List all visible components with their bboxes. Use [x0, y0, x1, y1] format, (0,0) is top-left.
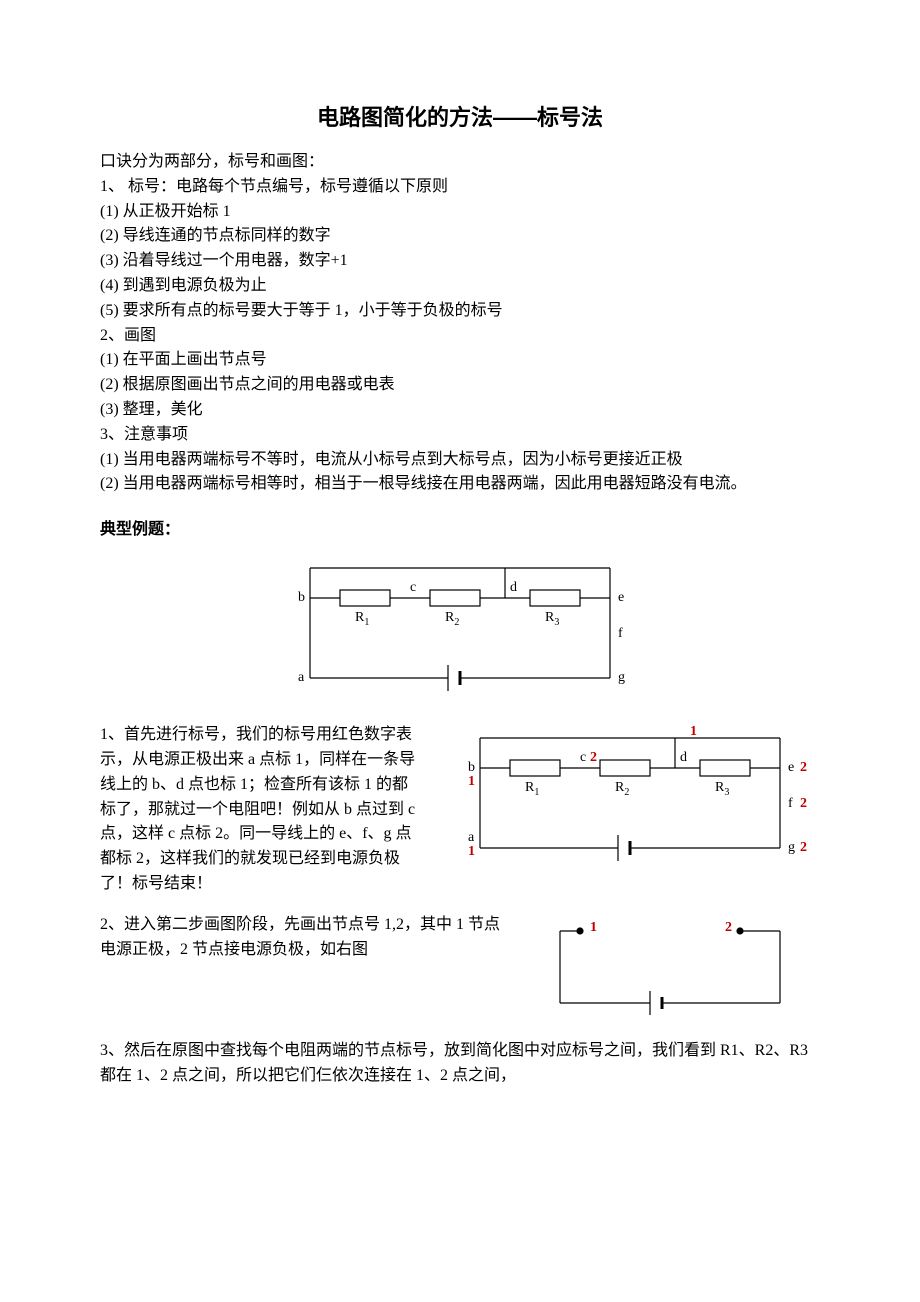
- red-g: 2: [800, 840, 807, 855]
- examples-head: 典型例题：: [100, 515, 820, 539]
- label2-f: f: [788, 796, 793, 811]
- label2-r3: R3: [715, 780, 729, 798]
- label-r1: R1: [355, 610, 369, 628]
- s3-2: (2) 当用电器两端标号相等时，相当于一根导线接在用电器两端，因此用电器短路没有…: [100, 472, 820, 497]
- label2-a: a: [468, 830, 475, 845]
- s1-3: (3) 沿着导线过一个用电器，数字+1: [100, 249, 820, 274]
- label2-e: e: [788, 760, 794, 775]
- diagram-labeled: b c d e f a g R1 R2 R3 1 2 1 2 2 1 2: [440, 723, 820, 873]
- red-f: 2: [800, 796, 807, 811]
- page: 电路图简化的方法——标号法 口诀分为两部分，标号和画图： 1、 标号：电路每个节…: [0, 0, 920, 1148]
- s1-head: 1、 标号：电路每个节点编号，标号遵循以下原则: [100, 175, 820, 200]
- diagram-simple: 1 2: [520, 913, 820, 1023]
- diagram-original: b c d e f a g R1 R2 R3: [100, 553, 820, 703]
- label2-g: g: [788, 840, 795, 855]
- red-d: 1: [690, 724, 697, 739]
- s1-5: (5) 要求所有点的标号要大于等于 1，小于等于负极的标号: [100, 299, 820, 324]
- red-a: 1: [468, 844, 475, 859]
- s1-4: (4) 到遇到电源负极为止: [100, 274, 820, 299]
- red-b: 1: [468, 774, 475, 789]
- label-f: f: [618, 626, 623, 641]
- s2-3: (3) 整理，美化: [100, 398, 820, 423]
- intro-line: 口诀分为两部分，标号和画图：: [100, 150, 820, 175]
- s2-1: (1) 在平面上画出节点号: [100, 348, 820, 373]
- label2-r2: R2: [615, 780, 629, 798]
- label-e: e: [618, 590, 624, 605]
- circuit-labeled-svg: b c d e f a g R1 R2 R3 1 2 1 2 2 1 2: [440, 723, 820, 873]
- label-b: b: [298, 590, 305, 605]
- circuit-simple-svg: 1 2: [520, 913, 820, 1023]
- step1-row: 1、首先进行标号，我们的标号用红色数字表示，从电源正极出来 a 点标 1，同样在…: [100, 723, 820, 897]
- label2-d: d: [680, 750, 687, 765]
- label-r2: R2: [445, 610, 459, 628]
- s2-head: 2、画图: [100, 324, 820, 349]
- circuit-original-svg: b c d e f a g R1 R2 R3: [270, 553, 650, 703]
- red-c: 2: [590, 750, 597, 765]
- label-d: d: [510, 580, 517, 595]
- red-e: 2: [800, 760, 807, 775]
- s1-1: (1) 从正极开始标 1: [100, 200, 820, 225]
- label-g: g: [618, 670, 625, 685]
- step1-text: 1、首先进行标号，我们的标号用红色数字表示，从电源正极出来 a 点标 1，同样在…: [100, 723, 422, 897]
- simple-node-1: 1: [590, 920, 597, 935]
- step2-text: 2、进入第二步画图阶段，先画出节点号 1,2，其中 1 节点电源正极，2 节点接…: [100, 913, 502, 963]
- label2-r1: R1: [525, 780, 539, 798]
- label-c: c: [410, 580, 416, 595]
- doc-title: 电路图简化的方法——标号法: [100, 100, 820, 132]
- label-a: a: [298, 670, 305, 685]
- s2-2: (2) 根据原图画出节点之间的用电器或电表: [100, 373, 820, 398]
- s3-head: 3、注意事项: [100, 423, 820, 448]
- s3-1: (1) 当用电器两端标号不等时，电流从小标号点到大标号点，因为小标号更接近正极: [100, 448, 820, 473]
- step3-text: 3、然后在原图中查找每个电阻两端的节点标号，放到简化图中对应标号之间，我们看到 …: [100, 1039, 820, 1089]
- step2-row: 2、进入第二步画图阶段，先画出节点号 1,2，其中 1 节点电源正极，2 节点接…: [100, 913, 820, 1023]
- label2-b: b: [468, 760, 475, 775]
- simple-node-2: 2: [725, 920, 732, 935]
- s1-2: (2) 导线连通的节点标同样的数字: [100, 224, 820, 249]
- label-r3: R3: [545, 610, 559, 628]
- label2-c: c: [580, 750, 586, 765]
